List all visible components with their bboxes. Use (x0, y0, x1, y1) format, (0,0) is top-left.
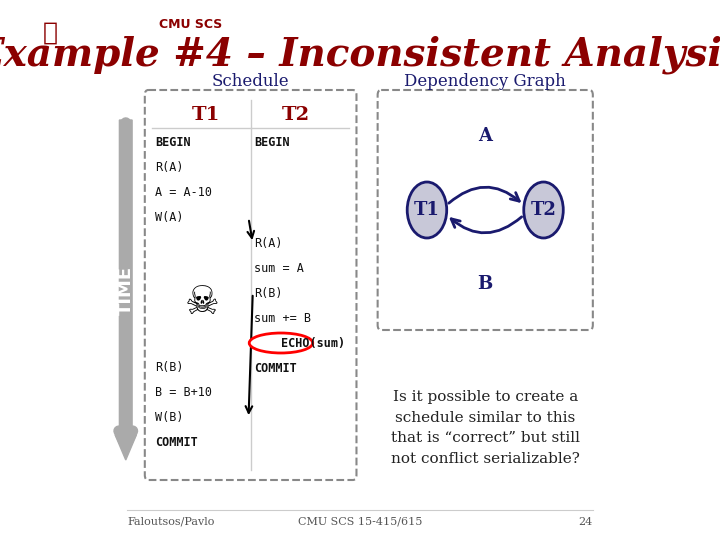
Text: 24: 24 (579, 517, 593, 527)
Text: COMMIT: COMMIT (254, 361, 297, 375)
Text: Schedule: Schedule (212, 73, 289, 91)
Text: R(B): R(B) (156, 361, 184, 375)
Text: W(A): W(A) (156, 212, 184, 225)
Text: ☠: ☠ (184, 284, 220, 322)
Text: Faloutsos/Pavlo: Faloutsos/Pavlo (127, 517, 215, 527)
Circle shape (408, 182, 446, 238)
Text: 🦅: 🦅 (43, 21, 58, 44)
Text: A: A (478, 127, 492, 145)
Text: sum = A: sum = A (254, 261, 304, 274)
Text: BEGIN: BEGIN (254, 137, 289, 150)
Text: R(A): R(A) (254, 237, 283, 249)
Text: R(A): R(A) (156, 161, 184, 174)
Text: T2: T2 (282, 106, 310, 124)
Text: COMMIT: COMMIT (156, 436, 198, 449)
Text: A = A-10: A = A-10 (156, 186, 212, 199)
Ellipse shape (249, 333, 312, 353)
Text: ECHO(sum): ECHO(sum) (281, 336, 345, 349)
Text: B = B+10: B = B+10 (156, 387, 212, 400)
FancyBboxPatch shape (377, 90, 593, 330)
Text: B: B (477, 275, 493, 293)
FancyArrow shape (115, 120, 136, 460)
Text: CMU SCS: CMU SCS (159, 18, 222, 31)
Circle shape (523, 182, 563, 238)
Text: W(B): W(B) (156, 411, 184, 424)
Text: Is it possible to create a
schedule similar to this
that is “correct” but still
: Is it possible to create a schedule simi… (391, 390, 580, 466)
FancyBboxPatch shape (145, 90, 356, 480)
Text: T1: T1 (192, 106, 220, 124)
Text: Dependency Graph: Dependency Graph (405, 73, 566, 91)
Text: TIME: TIME (117, 266, 135, 315)
Text: BEGIN: BEGIN (156, 137, 191, 150)
Text: CMU SCS 15-415/615: CMU SCS 15-415/615 (298, 517, 422, 527)
Text: R(B): R(B) (254, 287, 283, 300)
Text: sum += B: sum += B (254, 312, 311, 325)
Text: T2: T2 (531, 201, 557, 219)
Text: Example #4 – Inconsistent Analysis: Example #4 – Inconsistent Analysis (0, 36, 720, 74)
Text: T1: T1 (414, 201, 440, 219)
